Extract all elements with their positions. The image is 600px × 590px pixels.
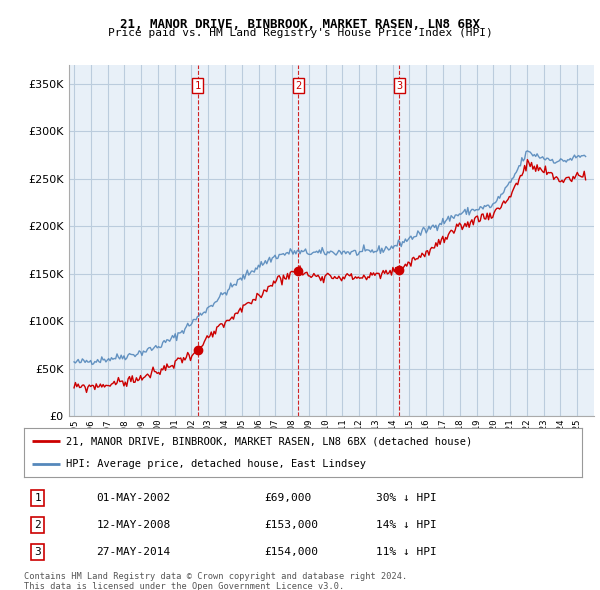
Text: 14% ↓ HPI: 14% ↓ HPI [376, 520, 436, 530]
Text: This data is licensed under the Open Government Licence v3.0.: This data is licensed under the Open Gov… [24, 582, 344, 590]
Text: 12-MAY-2008: 12-MAY-2008 [97, 520, 171, 530]
Text: Price paid vs. HM Land Registry's House Price Index (HPI): Price paid vs. HM Land Registry's House … [107, 28, 493, 38]
Text: 11% ↓ HPI: 11% ↓ HPI [376, 548, 436, 558]
Text: 1: 1 [35, 493, 41, 503]
Text: 3: 3 [397, 81, 403, 91]
Text: 3: 3 [35, 548, 41, 558]
Text: 27-MAY-2014: 27-MAY-2014 [97, 548, 171, 558]
Text: 2: 2 [295, 81, 301, 91]
Text: £154,000: £154,000 [264, 548, 318, 558]
Text: 21, MANOR DRIVE, BINBROOK, MARKET RASEN, LN8 6BX (detached house): 21, MANOR DRIVE, BINBROOK, MARKET RASEN,… [66, 437, 472, 447]
Text: Contains HM Land Registry data © Crown copyright and database right 2024.: Contains HM Land Registry data © Crown c… [24, 572, 407, 581]
Text: £153,000: £153,000 [264, 520, 318, 530]
Text: 21, MANOR DRIVE, BINBROOK, MARKET RASEN, LN8 6BX: 21, MANOR DRIVE, BINBROOK, MARKET RASEN,… [120, 18, 480, 31]
Text: £69,000: £69,000 [264, 493, 311, 503]
Text: 01-MAY-2002: 01-MAY-2002 [97, 493, 171, 503]
Text: 2: 2 [35, 520, 41, 530]
Text: HPI: Average price, detached house, East Lindsey: HPI: Average price, detached house, East… [66, 458, 366, 468]
Text: 1: 1 [194, 81, 201, 91]
Text: 30% ↓ HPI: 30% ↓ HPI [376, 493, 436, 503]
